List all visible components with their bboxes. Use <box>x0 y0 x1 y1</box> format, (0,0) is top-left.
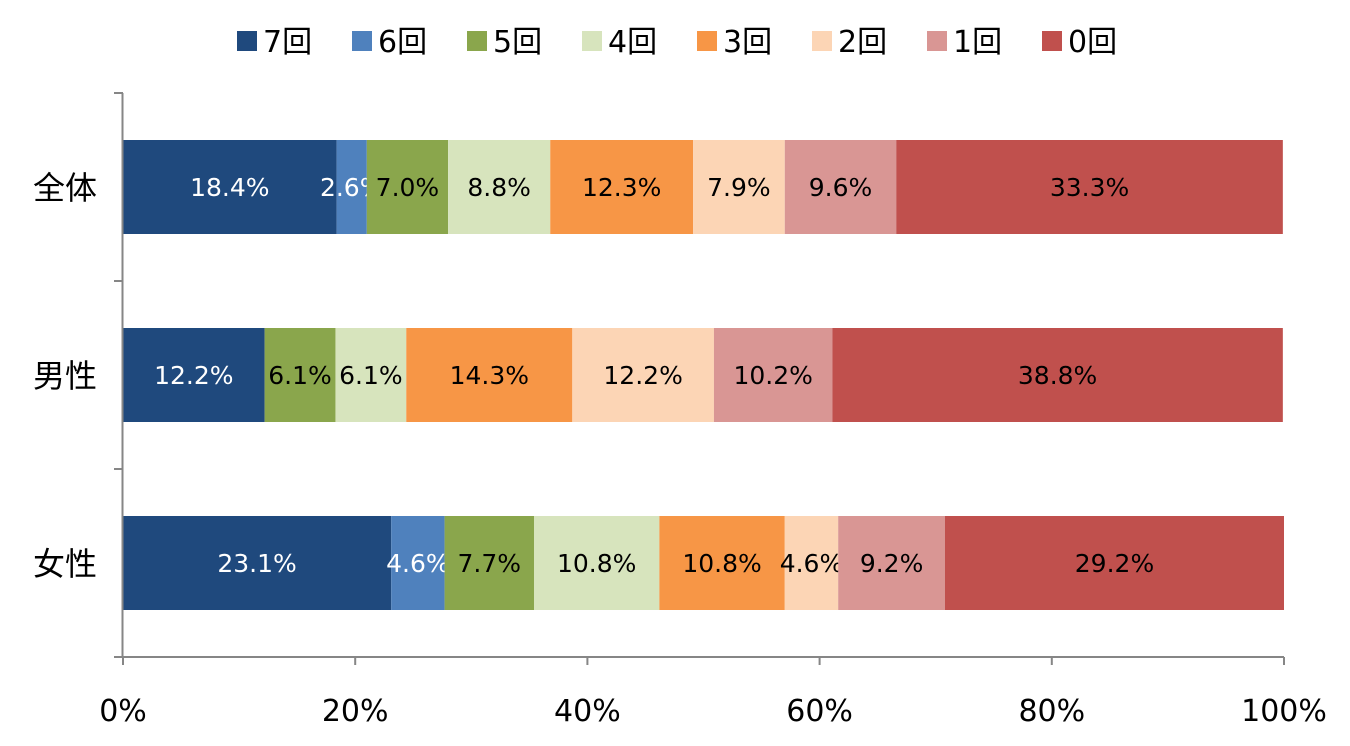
bar-segment <box>448 140 551 234</box>
legend-item: 4回 <box>582 25 657 60</box>
bar-segment <box>944 516 1284 610</box>
data-label: 10.8% <box>557 549 636 578</box>
x-tick-label: 60% <box>786 694 853 729</box>
data-label: 38.8% <box>1018 361 1097 390</box>
data-label: 10.8% <box>682 549 761 578</box>
legend-item: 7回 <box>237 25 312 60</box>
category-label: 男性 <box>33 357 97 395</box>
legend-swatch <box>812 31 832 51</box>
legend-label: 6回 <box>378 25 427 60</box>
bar-row: 女性 23.1% 4.6% 7.7% 10.8% 10.8% 4.6% 9.2% 29.2% <box>33 516 1284 610</box>
legend-item: 5回 <box>467 25 542 60</box>
legend-swatch <box>1042 31 1062 51</box>
legend-label: 3回 <box>723 25 772 60</box>
data-label: 18.4% <box>190 173 269 202</box>
data-label: 23.1% <box>217 549 296 578</box>
legend-label: 2回 <box>838 25 887 60</box>
bar-segment <box>444 516 534 610</box>
legend-item: 3回 <box>697 25 772 60</box>
data-label: 6.1% <box>268 361 332 390</box>
bar-segment <box>572 328 714 422</box>
bar-segment <box>659 516 785 610</box>
data-label: 12.2% <box>603 361 682 390</box>
data-label: 7.7% <box>458 549 522 578</box>
x-tick-label: 80% <box>1018 694 1085 729</box>
bar-segment <box>533 516 660 610</box>
data-label: 7.0% <box>376 173 440 202</box>
bar-segment <box>550 140 694 234</box>
bar-segment <box>335 328 407 422</box>
legend-label: 5回 <box>493 25 542 60</box>
data-label: 33.3% <box>1050 173 1129 202</box>
data-label: 29.2% <box>1075 549 1154 578</box>
legend-swatch <box>467 31 487 51</box>
legend-label: 0回 <box>1068 25 1117 60</box>
data-label: 7.9% <box>707 173 771 202</box>
data-label: 8.8% <box>467 173 531 202</box>
legend-swatch <box>352 31 372 51</box>
x-tick-label: 100% <box>1241 694 1327 729</box>
legend-item: 2回 <box>812 25 887 60</box>
data-label: 4.6% <box>780 549 844 578</box>
data-label: 12.2% <box>154 361 233 390</box>
axes: 0% 20% 40% 60% 80% 100% <box>99 92 1327 729</box>
bar-segment <box>693 140 785 234</box>
data-label: 10.2% <box>733 361 812 390</box>
x-tick-label: 0% <box>99 694 147 729</box>
bar-row: 男性 12.2% 6.1% 6.1% 14.3% 12.2% 10.2% 38.8% <box>33 328 1283 422</box>
bar-segment <box>366 140 449 234</box>
bar-segment <box>391 516 445 610</box>
category-label: 全体 <box>33 169 97 207</box>
data-label: 9.6% <box>809 173 873 202</box>
bar-segment <box>896 140 1283 234</box>
legend-label: 4回 <box>608 25 657 60</box>
bar-segment <box>784 516 839 610</box>
bar-row: 全体 18.4% 2.6%7.0% 8.8% 12.3% 7.9% 9.6% 33.3% <box>33 140 1283 234</box>
plot-area: 全体 18.4% 2.6%7.0% 8.8% 12.3% 7.9% 9.6% 33.3%男性 1… <box>33 140 1284 610</box>
bar-segment <box>832 328 1283 422</box>
legend-swatch <box>927 31 947 51</box>
legend-swatch <box>237 31 257 51</box>
bar-segment <box>406 328 573 422</box>
bar-segment <box>123 328 265 422</box>
bar-segment <box>784 140 897 234</box>
bar-segment <box>123 140 337 234</box>
bar-segment <box>838 516 945 610</box>
legend-item: 0回 <box>1042 25 1117 60</box>
legend-swatch <box>697 31 717 51</box>
bar-segment <box>123 516 392 610</box>
bar-segment <box>336 140 367 234</box>
legend-swatch <box>582 31 602 51</box>
data-label: 12.3% <box>582 173 661 202</box>
data-label: 9.2% <box>860 549 924 578</box>
bar-segment <box>264 328 336 422</box>
legend-label: 7回 <box>263 25 312 60</box>
legend-label: 1回 <box>953 25 1002 60</box>
legend-item: 6回 <box>352 25 427 60</box>
bar-segment <box>713 328 833 422</box>
data-label: 4.6% <box>386 549 450 578</box>
data-label: 14.3% <box>450 361 529 390</box>
x-tick-label: 40% <box>554 694 621 729</box>
data-label: 6.1% <box>339 361 403 390</box>
x-tick-label: 20% <box>322 694 389 729</box>
category-label: 女性 <box>33 545 97 583</box>
legend-item: 1回 <box>927 25 1002 60</box>
legend: 7回 6回 5回 4回 3回 2回 1回 0回 <box>237 25 1117 60</box>
